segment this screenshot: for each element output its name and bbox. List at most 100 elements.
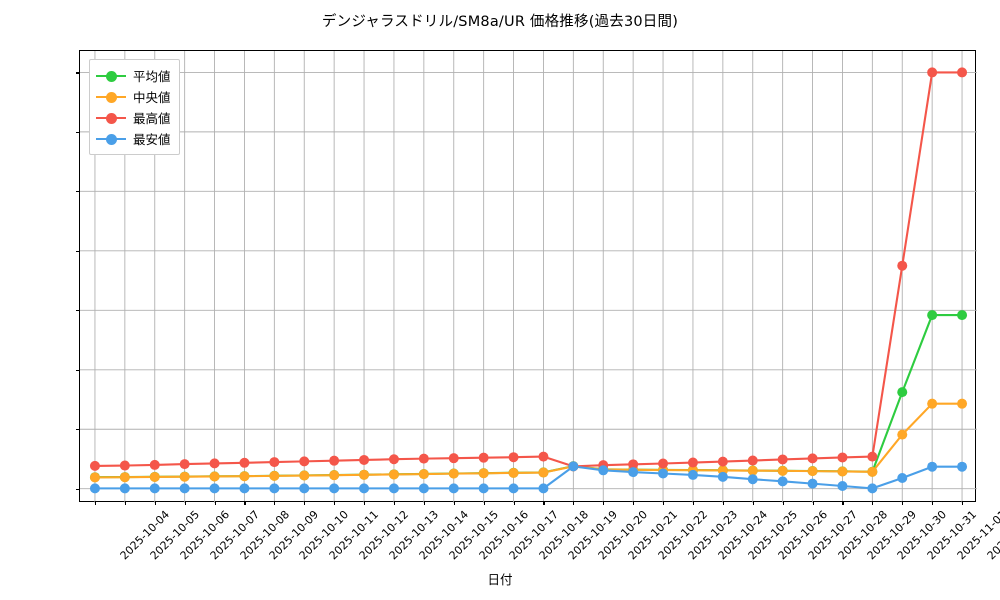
data-point — [478, 468, 489, 479]
data-point — [119, 472, 130, 483]
data-point — [269, 483, 280, 494]
x-axis-label: 日付 — [487, 572, 513, 587]
x-tick-mark — [692, 501, 695, 506]
legend-dot-icon — [106, 133, 117, 145]
data-point — [628, 459, 639, 470]
x-tick-mark — [124, 501, 126, 506]
y-tick-mark — [75, 310, 80, 312]
data-point — [329, 455, 340, 466]
data-point — [239, 483, 250, 494]
y-tick-mark — [75, 72, 80, 74]
y-tick-mark — [75, 488, 80, 490]
data-point — [777, 454, 788, 465]
data-point — [957, 310, 968, 321]
data-point — [867, 466, 878, 477]
data-point — [747, 474, 758, 485]
x-tick-mark — [94, 501, 97, 506]
data-point — [658, 458, 669, 469]
grid-layer — [80, 51, 977, 503]
x-tick-mark — [663, 501, 665, 506]
data-point — [538, 483, 549, 494]
data-point — [388, 454, 399, 465]
data-point — [777, 465, 788, 476]
data-point — [747, 455, 758, 466]
data-point — [927, 398, 938, 409]
x-tick-mark — [483, 501, 485, 506]
legend-swatch-icon — [96, 132, 126, 146]
y-tick-mark — [75, 191, 80, 193]
data-point — [897, 429, 908, 440]
data-point — [418, 469, 429, 480]
data-point — [897, 260, 908, 271]
data-point — [209, 471, 220, 482]
legend-item-1[interactable]: 中央値 — [96, 86, 171, 107]
data-point — [867, 483, 878, 494]
x-tick-mark — [154, 501, 156, 506]
data-point — [179, 471, 190, 482]
data-point — [448, 453, 459, 464]
series-line — [93, 314, 964, 479]
data-point — [628, 467, 639, 478]
legend-dot-icon — [106, 112, 117, 124]
data-point — [299, 456, 310, 467]
data-point — [717, 471, 728, 482]
data-point — [119, 483, 130, 494]
x-tick-mark — [932, 501, 934, 506]
data-point — [329, 470, 340, 481]
data-point — [359, 469, 370, 480]
legend-swatch-icon — [96, 111, 126, 125]
legend-item-2[interactable]: 最高値 — [96, 107, 171, 128]
x-tick-mark — [214, 501, 216, 506]
chart-title: デンジャラスドリル/SM8a/UR 価格推移(過去30日間) — [321, 14, 679, 30]
x-tick-mark — [334, 501, 336, 506]
x-tick-mark — [304, 501, 306, 506]
y-tick-mark — [75, 131, 80, 133]
legend-dot-icon — [106, 70, 117, 82]
data-point — [149, 483, 160, 494]
data-point — [448, 468, 459, 479]
data-point — [239, 471, 250, 482]
x-tick-mark — [423, 501, 425, 506]
data-point — [807, 466, 818, 477]
x-tick-mark — [364, 501, 366, 506]
data-point — [478, 452, 489, 463]
data-point — [299, 483, 310, 494]
x-tick-mark — [872, 501, 874, 506]
data-point — [747, 465, 758, 476]
x-tick-mark — [184, 501, 186, 506]
data-point — [777, 476, 788, 487]
chart-legend: 平均値中央値最高値最安値 — [89, 59, 180, 155]
legend-label: 最高値 — [133, 111, 171, 126]
legend-label: 平均値 — [133, 69, 171, 84]
x-tick-mark — [752, 501, 754, 506]
data-point — [538, 451, 549, 462]
x-tick-mark — [722, 501, 724, 506]
data-point — [508, 483, 519, 494]
data-point — [927, 310, 938, 321]
legend-swatch-icon — [96, 90, 126, 104]
data-point — [957, 398, 968, 409]
data-point — [927, 67, 938, 78]
x-tick-mark — [603, 501, 605, 506]
legend-label: 中央値 — [133, 90, 171, 105]
data-point — [538, 467, 549, 478]
data-point — [209, 483, 220, 494]
data-point — [89, 460, 100, 471]
legend-item-3[interactable]: 最安値 — [96, 128, 171, 149]
data-point — [957, 461, 968, 472]
legend-item-0[interactable]: 平均値 — [96, 65, 171, 86]
data-point — [119, 460, 130, 471]
data-point — [598, 465, 609, 476]
data-point — [269, 457, 280, 468]
x-tick-mark — [244, 501, 246, 506]
x-tick-mark — [453, 501, 455, 506]
data-point — [867, 451, 878, 462]
data-point — [359, 454, 370, 465]
y-tick-mark — [75, 429, 80, 431]
plot-area: 50010001500200025003000350040002025-10-0… — [75, 50, 1000, 562]
y-tick-mark — [75, 369, 80, 371]
data-point — [478, 483, 489, 494]
data-point — [179, 459, 190, 470]
data-point — [418, 483, 429, 494]
